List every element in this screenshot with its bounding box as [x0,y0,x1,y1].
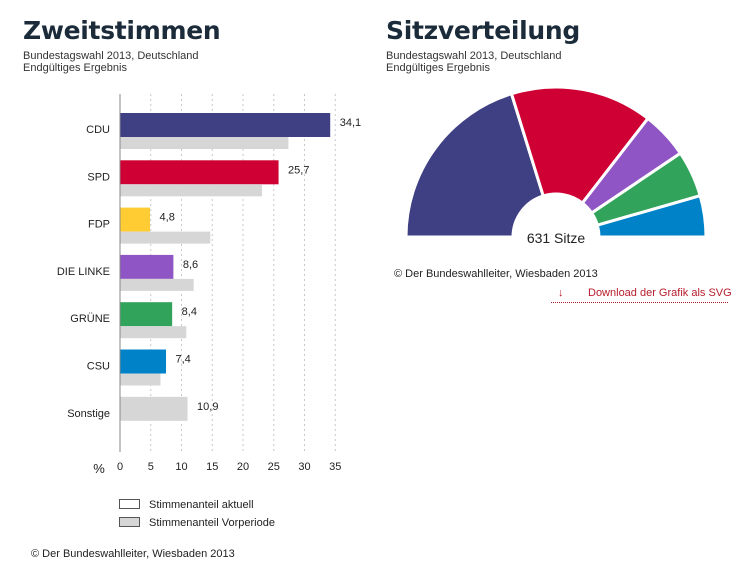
bar-current-spd [120,160,279,185]
bar-current-fdp [120,207,151,232]
seat-distribution-chart: 631 Sitze [404,85,708,246]
x-tick-5: 5 [148,461,154,473]
legend-label-current: Stimmenanteil aktuell [149,499,254,511]
data-label-fdp: 4,8 [160,212,175,224]
seat-chart-credit: © Der Bundeswahlleiter, Wiesbaden 2013 [394,268,598,280]
bar-previous-sonstige [120,396,188,421]
download-svg-label: Download der Grafik als SVG [588,287,732,299]
seat-segment-csu [595,194,708,239]
download-arrow-icon: ↓ [558,287,564,299]
seat-total-label: 631 Sitze [527,230,586,246]
left-subtitle-election: Bundestagswahl 2013, Deutschland [23,50,199,62]
legend-swatch-current [119,499,140,509]
category-label-die-linke: DIE LINKE [57,266,110,278]
bar-current-grune [120,302,173,327]
right-title: Sitzverteilung [386,16,580,45]
bar-current-die-linke [120,254,174,279]
right-subtitle-election: Bundestagswahl 2013, Deutschland [386,50,562,62]
data-label-csu: 7,4 [176,354,191,366]
footer-credit: © Der Bundeswahlleiter, Wiesbaden 2013 [31,548,235,560]
right-subtitle-result: Endgültiges Ergebnis [386,62,490,74]
download-svg-link[interactable]: ↓ Download der Grafik als SVG [551,286,732,303]
bar-previous-die-linke [120,278,194,291]
data-label-spd: 25,7 [288,164,309,176]
left-subtitle-result: Endgültiges Ergebnis [23,62,127,74]
category-label-fdp: FDP [88,219,110,231]
category-label-grune: GRÜNE [70,313,110,325]
bar-previous-spd [120,184,262,197]
x-tick-25: 25 [268,461,280,473]
legend-label-previous: Stimmenanteil Vorperiode [149,517,275,529]
bar-current-csu [120,349,167,374]
category-label-csu: CSU [87,361,110,373]
category-label-spd: SPD [87,171,110,183]
bar-previous-csu [120,373,161,386]
data-label-cdu: 34,1 [340,117,361,129]
category-label-cdu: CDU [86,124,110,136]
x-tick-30: 30 [298,461,310,473]
data-label-grune: 8,4 [182,306,197,318]
seat-segment-cdu [404,92,545,239]
x-tick-15: 15 [206,461,218,473]
x-tick-35: 35 [329,461,341,473]
x-tick-0: 0 [117,461,123,473]
data-label-die-linke: 8,6 [183,259,198,271]
seat-segment-spd [509,85,650,205]
bar-previous-grune [120,326,187,339]
left-title: Zweitstimmen [23,16,221,45]
category-label-sonstige: Sonstige [67,408,110,420]
x-tick-10: 10 [175,461,187,473]
x-axis-unit-label: % [93,461,105,476]
bar-previous-cdu [120,137,289,149]
legend-swatch-previous [119,517,140,527]
bar-previous-fdp [120,231,211,244]
x-tick-20: 20 [237,461,249,473]
data-label-sonstige: 10,9 [197,401,218,413]
bar-current-cdu [120,113,331,137]
